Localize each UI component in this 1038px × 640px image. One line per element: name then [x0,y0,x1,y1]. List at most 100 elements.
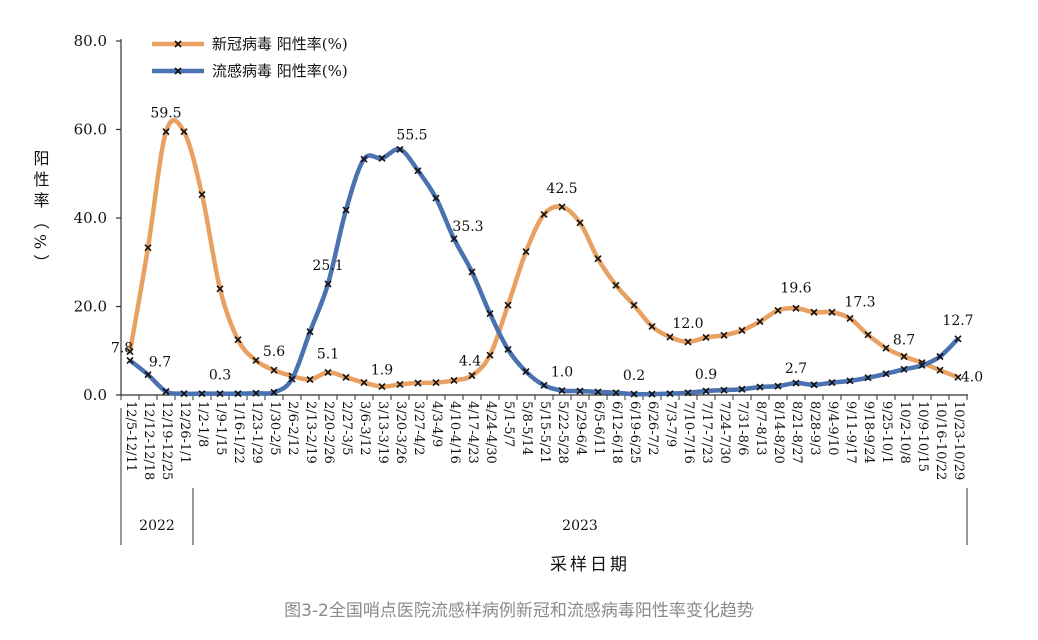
y-tick-label: 20.0 [74,298,107,316]
data-point-marker [180,390,188,398]
data-point-marker [234,336,242,344]
data-point-marker [558,203,566,211]
x-tick-label: 12/26-1/1 [177,401,192,464]
x-tick-label: 2/6-2/12 [285,401,300,456]
data-point-marker [846,377,854,385]
data-point-marker [918,361,926,369]
data-point-marker [558,387,566,395]
data-point-marker [198,390,206,398]
x-tick-label: 1/30-2/5 [267,401,282,456]
x-tick-label: 9/11-9/17 [843,401,858,464]
x-tick-label: 4/10-4/16 [447,401,462,464]
data-point-marker [882,344,890,352]
data-point-marker [378,154,386,162]
data-point-marker [324,280,332,288]
data-point-marker [396,145,404,153]
data-label: 0.2 [623,368,645,384]
x-tick-label: 12/19-12/25 [159,401,174,480]
data-point-marker [360,379,368,387]
data-label: 25.1 [312,258,343,274]
data-label: 0.9 [695,367,717,383]
data-point-marker [324,368,332,376]
data-point-marker [648,390,656,398]
data-point-marker [648,322,656,330]
x-tick-label: 6/5-6/11 [591,401,606,456]
x-tick-label: 5/1-5/7 [501,401,516,447]
data-point-marker [900,365,908,373]
data-label: 1.9 [371,363,393,379]
year-group-label: 2023 [562,518,598,534]
data-point-marker [216,390,224,398]
x-tick-label: 9/25-10/1 [879,401,894,464]
data-point-marker [306,328,314,336]
data-point-marker [846,314,854,323]
x-tick-label: 9/18-9/24 [861,401,876,464]
x-tick-label: 5/8-5/14 [519,401,534,456]
data-label: 7.8 [111,340,133,356]
x-tick-label: 7/10-7/16 [681,401,696,464]
data-point-marker [252,389,260,397]
data-point-marker [576,219,584,227]
x-tick-label: 5/29-6/4 [573,401,588,456]
data-point-marker [954,335,962,343]
y-tick-label: 60.0 [74,121,107,139]
x-tick-label: 8/14-8/20 [771,401,786,464]
data-point-marker [288,375,296,383]
data-point-marker [576,387,584,395]
data-point-marker [414,379,422,387]
data-label: 55.5 [396,127,427,143]
data-label: 42.5 [546,181,577,197]
data-label: 35.3 [452,219,483,235]
data-label: 59.5 [150,106,181,122]
data-point-marker [594,388,602,396]
x-tick-label: 6/12-6/18 [609,401,624,464]
x-tick-label: 1/9-1/15 [213,401,228,456]
data-label: 4.4 [459,354,481,370]
x-tick-label: 10/16-10/22 [933,401,948,480]
x-tick-label: 2/13-2/19 [303,401,318,464]
data-point-marker [936,352,944,361]
x-axis-label: 采样日期 [550,555,630,575]
data-point-marker [360,155,368,163]
x-tick-label: 7/3-7/9 [663,401,678,447]
x-tick-label: 1/2-1/8 [195,401,210,447]
data-point-marker [936,366,944,374]
legend-marker [174,67,182,75]
data-point-marker [630,390,638,398]
line-chart: 0.0 20.0 40.0 60.0 80.0 阳性率（%） 12/5-12/11 12/12… [31,32,984,575]
x-tick-label: 5/22-5/28 [555,401,570,464]
x-tick-label: 7/17-7/23 [699,401,714,464]
data-point-marker [684,338,692,346]
data-point-marker [216,285,224,293]
data-label: 12.0 [672,316,703,332]
x-tick-label: 10/9-10/15 [915,401,930,472]
series-line [127,118,959,389]
y-axis-label: 阳性率（%） [31,150,50,275]
x-tick-label: 3/13-3/19 [375,401,390,464]
data-label: 1.0 [551,365,573,381]
x-tick-label: 3/20-3/26 [393,401,408,464]
x-tick-label: 7/31-8/6 [735,401,750,456]
data-point-marker [540,210,548,219]
x-tick-label: 9/4-9/10 [825,401,840,456]
data-point-marker [756,383,764,391]
data-point-marker [612,281,620,289]
data-point-marker [702,387,710,395]
data-point-marker [486,351,494,359]
y-tick-label: 40.0 [74,209,107,227]
data-point-marker [342,373,350,381]
data-point-marker [126,356,134,365]
data-point-marker [432,194,440,202]
data-point-marker [738,326,746,334]
data-point-marker [468,268,476,276]
legend-label: 新冠病毒 阳性率(%) [212,35,348,53]
data-point-marker [774,382,782,390]
data-point-marker [774,306,782,315]
x-tick-label: 8/7-8/13 [753,401,768,456]
data-point-marker [810,308,818,316]
data-label: 12.7 [942,313,973,329]
data-point-marker [684,389,692,397]
data-label: 5.1 [317,346,339,362]
data-point-marker [378,383,386,391]
data-point-marker [162,128,170,136]
